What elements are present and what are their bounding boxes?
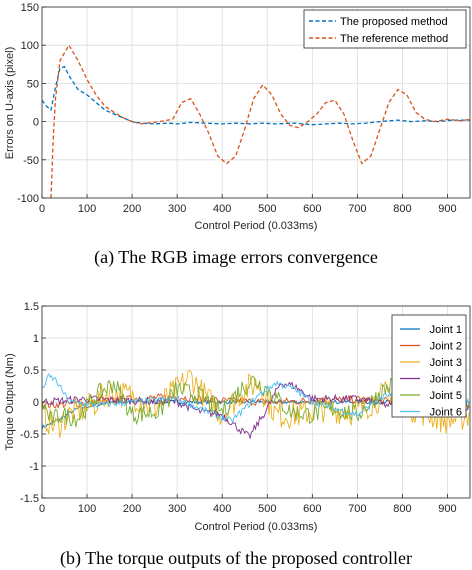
chart-b-xtick-label-8: 800 — [393, 503, 411, 515]
chart-a-caption: (a) The RGB image errors convergence — [94, 247, 378, 268]
chart-b-xtick-label-2: 200 — [123, 503, 141, 515]
chart-a-ytick-label-4: 100 — [21, 40, 39, 52]
chart-a-xlabel: Control Period (0.033ms) — [195, 220, 318, 232]
chart-b-legend: Joint 1 Joint 2 Joint 3 Joint 4 Joint 5 Joint… — [391, 314, 467, 419]
chart-a: 0 100 200 300 400 500 600 700 800 900 -100 -50 0 50 10… — [4, 2, 471, 268]
chart-a-legend-label-1: The proposed method — [340, 16, 448, 28]
chart-a-xtick-label-6: 600 — [303, 203, 321, 215]
chart-b-xtick-label-4: 400 — [213, 503, 231, 515]
chart-b-xtick-label-7: 700 — [348, 503, 366, 515]
chart-b-xtick-label-1: 100 — [78, 503, 96, 515]
chart-b-legend-label-2: Joint 2 — [430, 341, 462, 353]
chart-a-legend: The proposed method The reference method — [303, 9, 467, 49]
chart-a-xtick-label-8: 800 — [393, 203, 411, 215]
chart-a-ytick-label-5: 150 — [21, 2, 39, 14]
chart-a-plot — [42, 43, 470, 198]
chart-a-ytick-label-0: -100 — [17, 193, 39, 205]
chart-b-ytick-label-2: -0.5 — [20, 429, 39, 441]
chart-b-ticks: 0 100 200 300 400 500 600 700 800 900 -1.5 -1 -0.5 0 0… — [20, 301, 457, 515]
chart-a-xtick-label-0: 0 — [39, 203, 45, 215]
chart-a-xtick-label-2: 200 — [123, 203, 141, 215]
chart-a-ytick-label-1: -50 — [23, 155, 39, 167]
chart-b-legend-label-3: Joint 3 — [430, 357, 462, 369]
chart-a-legend-box — [303, 9, 467, 49]
chart-b-xtick-label-0: 0 — [39, 503, 45, 515]
chart-b-ytick-label-6: 1.5 — [24, 301, 39, 313]
chart-a-xtick-label-7: 700 — [348, 203, 366, 215]
chart-b-legend-box — [391, 314, 467, 418]
chart-b-xtick-label-9: 900 — [438, 503, 456, 515]
chart-b-legend-label-1: Joint 1 — [430, 324, 462, 336]
chart-a-legend-label-2: The reference method — [340, 33, 448, 45]
chart-a-xtick-label-4: 400 — [213, 203, 231, 215]
chart-a-ticks: 0 100 200 300 400 500 600 700 800 900 -100 -50 0 50 10… — [17, 2, 457, 215]
chart-a-ytick-label-2: 0 — [33, 117, 39, 129]
chart-b-xtick-label-6: 600 — [303, 503, 321, 515]
chart-b-xtick-label-3: 300 — [168, 503, 186, 515]
chart-b-legend-label-6: Joint 6 — [430, 407, 462, 419]
chart-a-ytick-label-3: 50 — [27, 78, 39, 90]
chart-a-xtick-label-3: 300 — [168, 203, 186, 215]
chart-b-ytick-label-0: -1.5 — [20, 493, 39, 505]
chart-a-ylabel: Errors on U-axis (pixel) — [4, 47, 16, 159]
chart-a-xtick-label-9: 900 — [438, 203, 456, 215]
chart-b-ytick-label-4: 0.5 — [24, 365, 39, 377]
chart-a-xtick-label-5: 500 — [258, 203, 276, 215]
chart-a-xtick-label-1: 100 — [78, 203, 96, 215]
chart-b-xlabel: Control Period (0.033ms) — [195, 521, 318, 533]
chart-b-xtick-label-5: 500 — [258, 503, 276, 515]
chart-b-caption: (b) The torque outputs of the proposed c… — [60, 548, 412, 569]
chart-b-legend-label-4: Joint 4 — [430, 374, 462, 386]
chart-b-legend-label-5: Joint 5 — [430, 390, 462, 402]
chart-b-ytick-label-3: 0 — [33, 397, 39, 409]
chart-a-series-1 — [42, 65, 470, 126]
chart-b-ytick-label-1: -1 — [29, 461, 39, 473]
chart-b-ylabel: Torque Output (Nm) — [4, 353, 16, 450]
chart-a-frame — [41, 6, 471, 199]
chart-b: 0 100 200 300 400 500 600 700 800 900 -1.5 -1 -0.5 0 0… — [4, 301, 471, 569]
chart-a-series-2 — [50, 43, 470, 198]
chart-b-ytick-label-5: 1 — [33, 333, 39, 345]
